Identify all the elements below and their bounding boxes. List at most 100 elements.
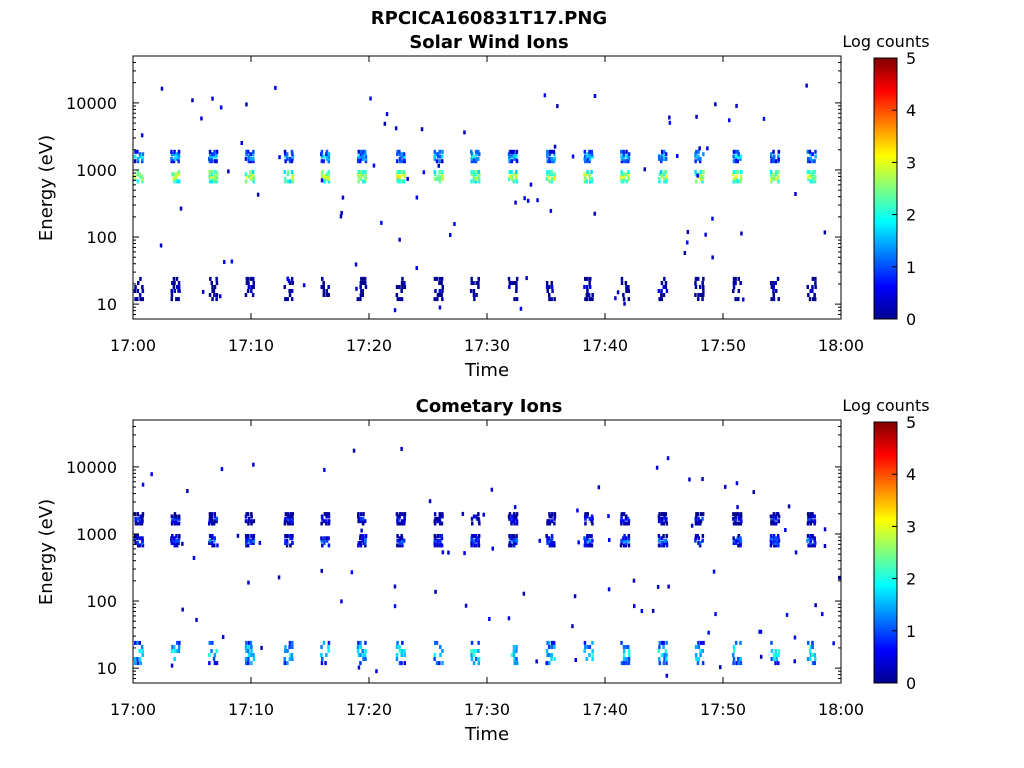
heatmap-cell [477, 156, 480, 161]
heatmap-cell [320, 154, 324, 159]
heatmap-cell [586, 297, 589, 302]
heatmap-cell [175, 521, 179, 526]
heatmap-cell [284, 159, 287, 164]
heatmap-cell [807, 514, 810, 519]
heatmap-cell [619, 519, 623, 524]
heatmap-cell [327, 649, 330, 653]
heatmap-cell [588, 538, 591, 543]
heatmap-cell [759, 654, 763, 659]
heatmap-cell [219, 294, 222, 299]
heatmap-cell [627, 152, 631, 157]
heatmap-cell [584, 541, 587, 545]
heatmap-cell [322, 289, 326, 293]
heatmap-cell [550, 538, 553, 543]
heatmap-cell [732, 281, 736, 285]
heatmap-cell [396, 538, 399, 543]
heatmap-cell [550, 297, 553, 302]
heatmap-cell [172, 177, 175, 181]
heatmap-cell [739, 514, 743, 519]
heatmap-cell [359, 154, 362, 159]
heatmap-cell [440, 521, 444, 526]
heatmap-cell [732, 285, 736, 289]
heatmap-cell [775, 177, 778, 181]
heatmap-cell [215, 170, 218, 174]
heatmap-cell [244, 172, 248, 177]
heatmap-cell [665, 661, 668, 666]
heatmap-cell [212, 289, 216, 293]
heatmap-cell [250, 512, 253, 517]
heatmap-cell [134, 285, 137, 289]
heatmap-cell [396, 543, 399, 548]
heatmap-cell [665, 653, 668, 657]
heatmap-cell [472, 154, 475, 159]
heatmap-cell [809, 512, 812, 517]
heatmap-cell [252, 538, 256, 543]
heatmap-cell [175, 543, 179, 548]
heatmap-cell [510, 543, 513, 548]
heatmap-cell [811, 174, 814, 179]
heatmap-cell [250, 514, 253, 519]
heatmap-cell [395, 512, 399, 517]
heatmap-cell [622, 172, 625, 177]
heatmap-cell [787, 504, 791, 509]
heatmap-cell [737, 152, 740, 157]
heatmap-cell [699, 649, 702, 653]
heatmap-cell [341, 195, 345, 200]
heatmap-cell [141, 543, 145, 548]
heatmap-cell [548, 541, 552, 545]
heatmap-cell [694, 538, 697, 543]
heatmap-cell [289, 536, 292, 541]
heatmap-cell [472, 170, 476, 174]
heatmap-cell [200, 116, 203, 121]
heatmap-cell [324, 661, 327, 666]
heatmap-cell [249, 174, 252, 179]
heatmap-cell [172, 541, 176, 545]
heatmap-cell [711, 216, 714, 221]
heatmap-cell [699, 512, 703, 517]
heatmap-cell [811, 179, 814, 184]
heatmap-cell [138, 174, 142, 179]
heatmap-cell [777, 149, 781, 154]
heatmap-cell [584, 516, 587, 521]
heatmap-cell [136, 297, 139, 302]
heatmap-cell [141, 289, 145, 293]
heatmap-cell [807, 640, 810, 645]
heatmap-cell [223, 260, 226, 264]
heatmap-cell [433, 512, 437, 517]
heatmap-cell [208, 512, 212, 517]
heatmap-cell [288, 657, 292, 661]
heatmap-cell [173, 649, 177, 653]
heatmap-cell [739, 179, 742, 184]
heatmap-cell [322, 519, 326, 524]
heatmap-cell [547, 174, 551, 179]
heatmap-cell [470, 536, 473, 541]
heatmap-cell [175, 516, 178, 521]
heatmap-cell [658, 156, 661, 161]
heatmap-cell [660, 154, 664, 159]
heatmap-cell [663, 177, 666, 181]
heatmap-cell [807, 174, 810, 179]
heatmap-cell [172, 519, 176, 524]
heatmap-cell [553, 152, 556, 157]
heatmap-cell [139, 514, 142, 519]
heatmap-cell [663, 154, 666, 159]
heatmap-cell [657, 519, 661, 524]
heatmap-cell [694, 152, 697, 157]
heatmap-cell [811, 512, 814, 517]
heatmap-cell [251, 170, 255, 174]
heatmap-cell [472, 289, 476, 293]
heatmap-cell [525, 276, 528, 281]
heatmap-cell [361, 521, 365, 526]
heatmap-cell [477, 149, 480, 154]
heatmap-cell [811, 645, 814, 649]
heatmap-cell [474, 538, 478, 543]
heatmap-cell [508, 512, 512, 517]
heatmap-cell [247, 657, 250, 661]
heatmap-cell [664, 512, 668, 517]
heatmap-cell [737, 297, 740, 302]
heatmap-cell [809, 538, 813, 543]
heatmap-cell [550, 170, 553, 174]
heatmap-cell [364, 177, 368, 181]
heatmap-cell [697, 516, 700, 521]
heatmap-cell [327, 640, 331, 645]
